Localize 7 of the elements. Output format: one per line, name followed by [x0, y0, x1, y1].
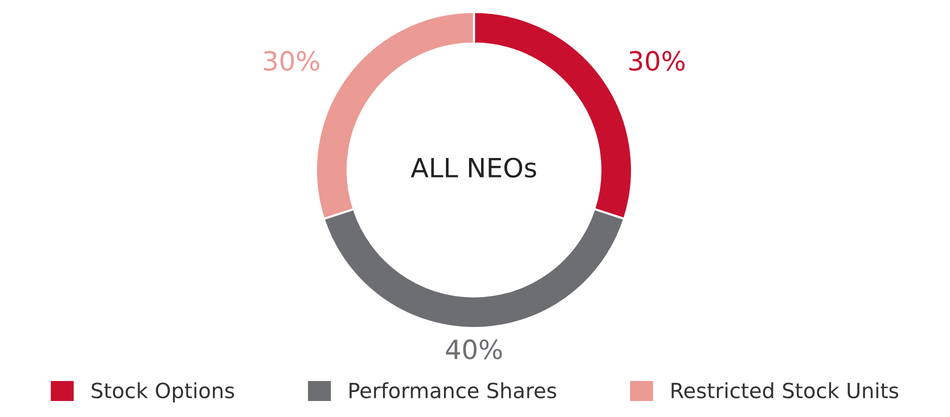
legend-label: Restricted Stock Units — [672, 382, 898, 398]
data-label: 40% — [446, 339, 502, 360]
legend-label: Performance Shares — [350, 382, 556, 398]
legend-label: Stock Options — [92, 382, 234, 402]
data-label: 30% — [264, 50, 320, 71]
data-label: 30% — [629, 50, 685, 71]
text: ALL NEOs — [410, 158, 536, 178]
